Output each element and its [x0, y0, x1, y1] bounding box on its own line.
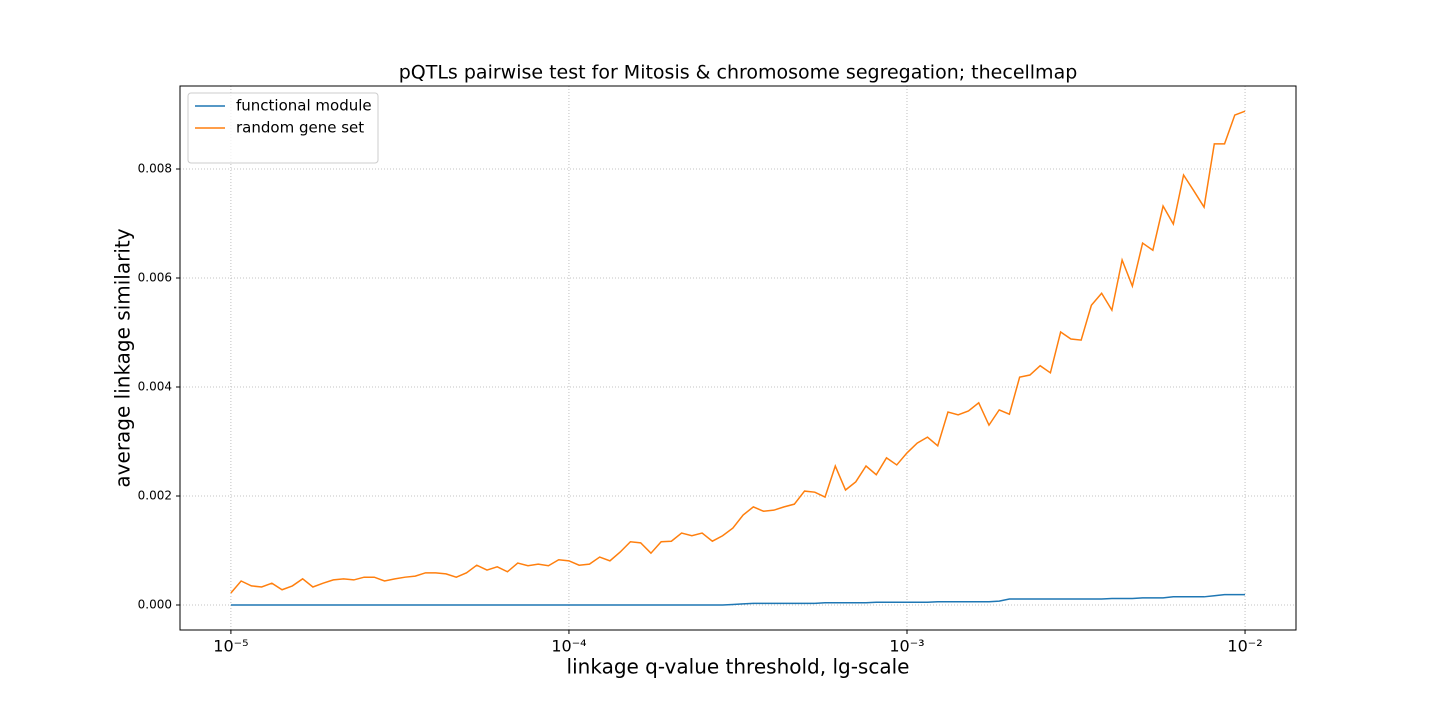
legend-label: functional module	[236, 97, 372, 115]
x-tick-label: 10⁻⁵	[213, 637, 248, 656]
x-axis-label: linkage q-value threshold, lg-scale	[567, 655, 910, 679]
axes-frame	[179, 85, 1297, 631]
y-tick-label: 0.006	[138, 270, 172, 284]
x-tick-label: 10⁻²	[1227, 637, 1262, 656]
legend-box	[187, 92, 379, 164]
y-tick-label: 0.002	[138, 488, 172, 502]
plot-area: 0.000 0.002 0.004 0.006 0.008 10⁻⁵ 10⁻⁴ 10⁻³ 10⁻…	[138, 85, 1297, 656]
y-tick-label: 0.004	[138, 379, 172, 393]
x-tick-label: 10⁻⁴	[551, 637, 586, 656]
series-line	[230, 110, 1246, 594]
legend-label: random gene set	[236, 119, 364, 137]
series-line	[230, 593, 1246, 606]
y-axis-label: average linkage similarity	[111, 228, 135, 487]
y-tick-label: 0.000	[138, 597, 172, 611]
y-tick-label: 0.008	[138, 162, 172, 176]
chart-title: pQTLs pairwise test for Mitosis & chromo…	[399, 62, 1078, 84]
x-tick-label: 10⁻³	[889, 637, 924, 656]
